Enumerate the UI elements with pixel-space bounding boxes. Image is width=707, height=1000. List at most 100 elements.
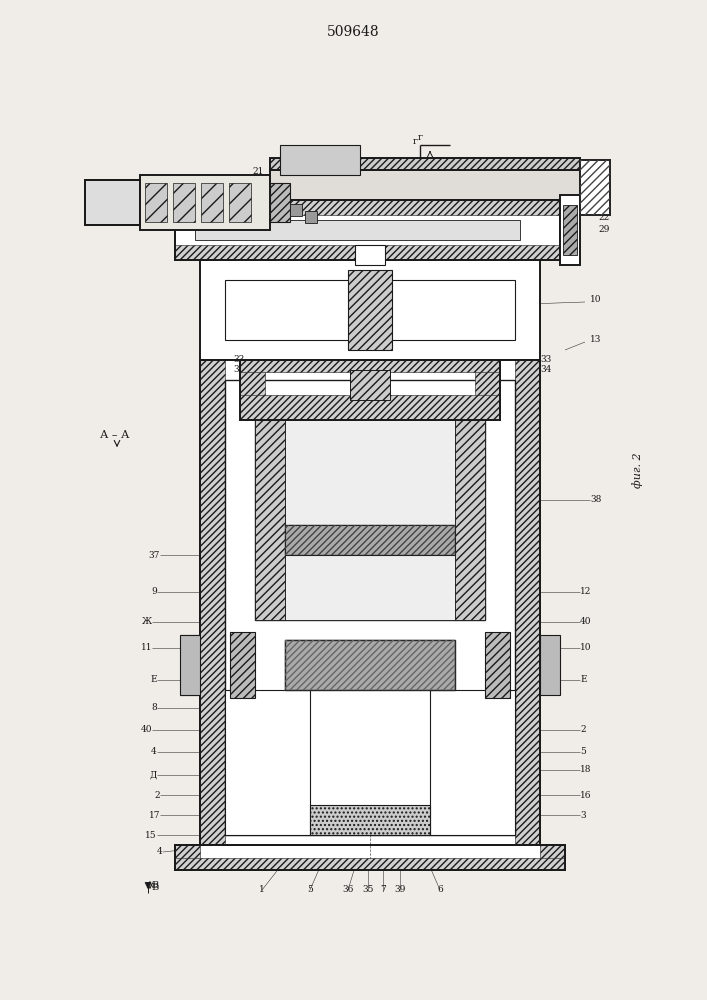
Bar <box>140 175 270 230</box>
Bar <box>200 360 540 845</box>
Text: 3: 3 <box>580 810 585 820</box>
Text: +: + <box>303 302 317 318</box>
Text: 23: 23 <box>364 157 375 166</box>
Bar <box>285 420 455 525</box>
Text: 24: 24 <box>316 160 327 169</box>
Bar <box>173 183 195 222</box>
Text: 10: 10 <box>580 644 592 652</box>
Bar <box>290 204 302 216</box>
Text: 12: 12 <box>580 587 591 596</box>
Text: Д: Д <box>150 770 157 780</box>
Bar <box>285 525 455 555</box>
Bar <box>580 160 610 215</box>
Bar <box>305 211 317 223</box>
Bar <box>175 200 560 215</box>
Circle shape <box>105 202 121 218</box>
Circle shape <box>528 261 536 269</box>
Text: В: В <box>151 882 158 892</box>
Text: 29: 29 <box>598 226 609 234</box>
Bar <box>285 640 455 690</box>
Text: 8: 8 <box>151 704 157 712</box>
Text: фиг. 2: фиг. 2 <box>633 452 643 488</box>
Text: 33: 33 <box>540 356 551 364</box>
Text: 25: 25 <box>474 160 486 169</box>
Bar <box>200 360 540 845</box>
Text: Е: Е <box>151 676 157 684</box>
Bar <box>580 160 610 215</box>
Text: г: г <box>417 133 423 142</box>
Bar <box>240 360 500 420</box>
Text: г: г <box>412 137 418 146</box>
Text: 29: 29 <box>426 160 438 169</box>
Bar <box>430 690 515 835</box>
Text: 38: 38 <box>590 495 602 504</box>
Bar <box>240 395 500 420</box>
Circle shape <box>537 222 553 238</box>
Bar <box>348 270 392 350</box>
Bar <box>175 845 565 870</box>
Text: 4: 4 <box>157 848 163 856</box>
Bar <box>85 180 140 225</box>
Text: В: В <box>151 880 158 890</box>
Text: 31: 31 <box>598 186 609 194</box>
Bar <box>285 525 455 555</box>
Bar <box>560 195 580 265</box>
Text: 2: 2 <box>154 790 160 800</box>
Text: 11: 11 <box>141 644 152 652</box>
Bar <box>201 183 223 222</box>
Bar <box>225 280 385 340</box>
Bar <box>285 640 455 690</box>
Text: 26: 26 <box>239 326 250 334</box>
Bar <box>270 183 290 222</box>
Bar <box>380 280 515 340</box>
Bar <box>255 420 485 620</box>
Text: 16: 16 <box>580 790 592 800</box>
Bar <box>85 180 140 225</box>
Text: 9: 9 <box>151 587 157 596</box>
Bar <box>175 245 560 260</box>
Bar <box>175 858 565 870</box>
Text: 509648: 509648 <box>327 25 380 39</box>
Bar <box>255 420 285 620</box>
Text: 6: 6 <box>437 886 443 894</box>
Bar <box>310 805 430 835</box>
Polygon shape <box>230 632 255 698</box>
Text: 13: 13 <box>590 336 602 344</box>
Bar <box>145 183 167 222</box>
Bar <box>355 245 385 265</box>
Bar <box>540 635 560 695</box>
Bar <box>270 158 580 170</box>
Bar <box>285 555 455 620</box>
Text: 27: 27 <box>598 200 609 210</box>
Polygon shape <box>485 632 510 698</box>
Circle shape <box>204 261 212 269</box>
Text: 17: 17 <box>148 810 160 820</box>
Bar <box>225 690 310 835</box>
Text: 4: 4 <box>151 748 157 756</box>
Circle shape <box>204 351 212 359</box>
Text: 7: 7 <box>380 886 386 894</box>
Bar <box>175 845 200 870</box>
Text: 5: 5 <box>580 748 586 756</box>
Text: 15: 15 <box>146 830 157 840</box>
Bar <box>195 220 520 240</box>
Text: 21: 21 <box>252 167 264 176</box>
Bar <box>280 145 360 175</box>
Bar <box>350 370 390 400</box>
Circle shape <box>528 351 536 359</box>
Bar <box>229 183 251 222</box>
Bar <box>200 260 540 360</box>
Text: 37: 37 <box>148 550 160 560</box>
Bar <box>240 360 500 372</box>
Text: 35: 35 <box>362 886 374 894</box>
Bar <box>175 200 560 260</box>
Text: 34: 34 <box>540 365 551 374</box>
Text: 1: 1 <box>259 886 265 894</box>
Text: 22: 22 <box>598 214 609 223</box>
Text: 18: 18 <box>580 766 592 774</box>
Bar <box>270 170 580 200</box>
Bar <box>175 200 560 260</box>
Bar <box>515 360 540 845</box>
Text: 40: 40 <box>141 726 152 734</box>
Bar <box>455 420 485 620</box>
